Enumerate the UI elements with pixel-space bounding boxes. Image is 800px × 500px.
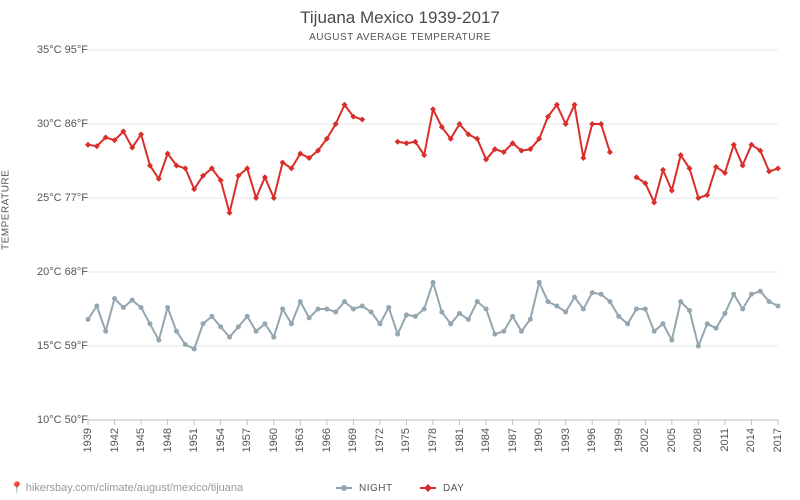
y-tick-label: 25°C 77°F	[28, 192, 88, 204]
x-tick-label: 2002	[639, 428, 651, 452]
x-tick-label: 1948	[162, 428, 174, 452]
x-tick-label: 2005	[666, 428, 678, 452]
y-axis-title: TEMPERATURE	[1, 170, 12, 250]
x-tick-label: 1972	[374, 428, 386, 452]
x-tick-label: 2011	[719, 428, 731, 452]
attribution-text: hikersbay.com/climate/august/mexico/tiju…	[26, 482, 243, 494]
x-tick-label: 1993	[560, 428, 572, 452]
x-tick-label: 1990	[533, 428, 545, 452]
legend-item-night: NIGHT	[336, 483, 396, 494]
y-tick-label: 20°C 68°F	[28, 266, 88, 278]
x-tick-label: 1987	[507, 428, 519, 452]
x-tick-label: 1939	[82, 428, 94, 452]
x-tick-label: 1984	[480, 428, 492, 452]
y-tick-label: 30°C 86°F	[28, 118, 88, 130]
legend-label-night: NIGHT	[359, 483, 392, 494]
attribution: 📍hikersbay.com/climate/august/mexico/tij…	[10, 481, 243, 494]
y-tick-label: 15°C 59°F	[28, 340, 88, 352]
x-tick-label: 1996	[586, 428, 598, 452]
y-tick-label: 35°C 95°F	[28, 44, 88, 56]
x-tick-label: 1969	[347, 428, 359, 452]
x-tick-label: 2014	[745, 428, 757, 452]
x-tick-label: 1942	[109, 428, 121, 452]
chart-subtitle: AUGUST AVERAGE TEMPERATURE	[0, 32, 800, 43]
legend-swatch-day	[420, 483, 436, 493]
map-pin-icon: 📍	[10, 482, 24, 494]
y-tick-label: 10°C 50°F	[28, 414, 88, 426]
x-tick-label: 2008	[692, 428, 704, 452]
legend-swatch-night	[336, 483, 352, 493]
x-tick-label: 1951	[188, 428, 200, 452]
x-tick-label: 1963	[294, 428, 306, 452]
x-tick-label: 1960	[268, 428, 280, 452]
x-tick-label: 1945	[135, 428, 147, 452]
x-tick-label: 1975	[400, 428, 412, 452]
x-tick-label: 1981	[454, 428, 466, 452]
legend-label-day: DAY	[443, 483, 464, 494]
temperature-chart: Tijuana Mexico 1939-2017 AUGUST AVERAGE …	[0, 0, 800, 500]
x-tick-label: 1966	[321, 428, 333, 452]
x-tick-label: 1954	[215, 428, 227, 452]
x-tick-label: 1957	[241, 428, 253, 452]
chart-title: Tijuana Mexico 1939-2017	[0, 8, 800, 28]
legend-item-day: DAY	[420, 483, 465, 494]
x-tick-label: 1978	[427, 428, 439, 452]
plot-area	[0, 0, 800, 500]
x-tick-label: 2017	[772, 428, 784, 452]
x-tick-label: 1999	[613, 428, 625, 452]
